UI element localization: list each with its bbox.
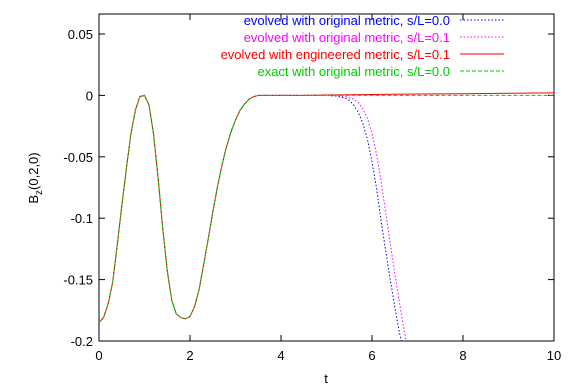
x-tick-label: 8 <box>459 348 466 363</box>
series-line-2 <box>98 94 407 342</box>
y-axis-label: Bz(0,2,0) <box>26 152 45 203</box>
legend-label: exact with original metric, s/L=0.0 <box>257 64 450 79</box>
y-tick-label: -0.05 <box>63 150 93 165</box>
legend-label: evolved with original metric, s/L=0.1 <box>244 30 450 45</box>
x-tick-label: 0 <box>95 348 102 363</box>
y-axis-label-main: B <box>26 195 41 204</box>
series-line-4 <box>98 94 554 323</box>
y-tick-label: -0.15 <box>63 273 93 288</box>
series-group <box>98 92 555 342</box>
x-tick-label: 6 <box>368 348 375 363</box>
y-tick-label: 0 <box>86 88 93 103</box>
legend-label: evolved with original metric, s/L=0.0 <box>244 13 450 28</box>
x-axis-label: t <box>324 371 328 386</box>
y-tick-label: -0.2 <box>71 334 93 349</box>
axis-ticks: 0 2 4 6 8 10 0.05 0 -0.05 -0.1 -0.15 -0.2 <box>63 14 561 363</box>
series-line-1 <box>98 94 403 342</box>
y-tick-label: 0.05 <box>68 27 93 42</box>
x-tick-label: 4 <box>277 348 284 363</box>
y-tick-label: -0.1 <box>71 211 93 226</box>
legend: evolved with original metric, s/L=0.0 evo… <box>221 13 504 79</box>
legend-label: evolved with engineered metric, s/L=0.1 <box>221 47 450 62</box>
x-tick-label: 10 <box>547 348 561 363</box>
series-line-3 <box>98 92 555 323</box>
y-axis-label-subscript: z <box>34 190 45 195</box>
y-axis-label-suffix: (0,2,0) <box>26 152 41 190</box>
plot-frame <box>98 13 555 342</box>
x-tick-label: 2 <box>186 348 193 363</box>
